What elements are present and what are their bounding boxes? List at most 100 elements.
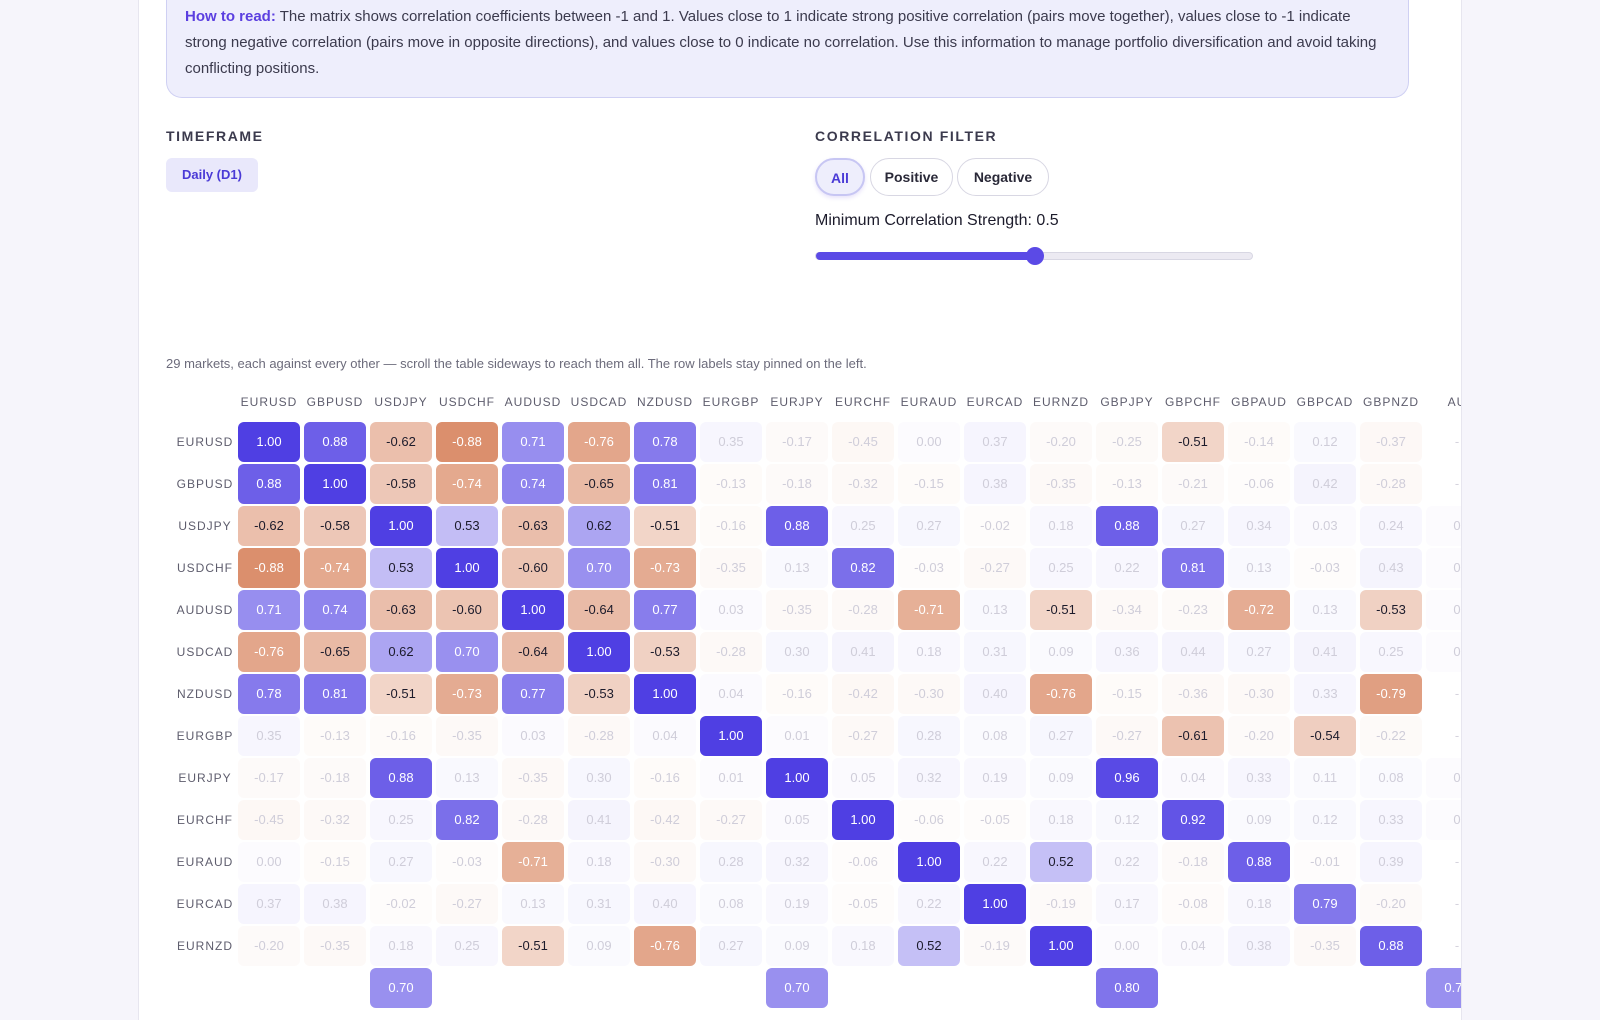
correlation-cell[interactable]: 0.37 xyxy=(238,884,300,924)
correlation-cell[interactable]: 0.19 xyxy=(766,884,828,924)
correlation-cell[interactable]: -0.06 xyxy=(832,842,894,882)
correlation-cell[interactable]: 0.80 xyxy=(1096,968,1158,1008)
correlation-cell[interactable]: 0.78 xyxy=(634,422,696,462)
correlation-cell[interactable]: 0.30 xyxy=(766,632,828,672)
correlation-cell[interactable]: 0.62 xyxy=(568,506,630,546)
correlation-cell[interactable]: 0.13 xyxy=(1228,548,1290,588)
correlation-cell[interactable]: 0.88 xyxy=(304,422,366,462)
correlation-cell[interactable]: 0.62 xyxy=(370,632,432,672)
correlation-cell[interactable]: -0.60 xyxy=(436,590,498,630)
filter-negative-button[interactable]: Negative xyxy=(957,158,1049,196)
correlation-cell[interactable] xyxy=(238,968,300,1008)
correlation-cell[interactable]: 0.00 xyxy=(916,434,942,449)
correlation-cell[interactable] xyxy=(832,968,894,1008)
correlation-cell[interactable]: 0.31 xyxy=(568,884,630,924)
correlation-cell[interactable] xyxy=(1294,968,1356,1008)
correlation-cell[interactable]: -0.76 xyxy=(238,632,300,672)
correlation-cell[interactable]: 0.32 xyxy=(898,758,960,798)
correlation-cell[interactable]: 0.81 xyxy=(304,674,366,714)
correlation-cell[interactable]: -0.16 xyxy=(370,716,432,756)
correlation-cell[interactable]: 0.39 xyxy=(1360,842,1422,882)
correlation-cell[interactable]: -0.62 xyxy=(370,422,432,462)
correlation-cell[interactable]: 0.28 xyxy=(898,716,960,756)
correlation-cell[interactable]: 0.22 xyxy=(1096,842,1158,882)
correlation-cell[interactable]: 1.00 xyxy=(964,884,1026,924)
correlation-cell[interactable]: 0.18 xyxy=(370,926,432,966)
correlation-cell[interactable]: 0.11 xyxy=(1294,758,1356,798)
correlation-cell[interactable]: -0.05 xyxy=(832,884,894,924)
correlation-cell[interactable]: 0.40 xyxy=(634,884,696,924)
correlation-cell[interactable]: 0.74 xyxy=(304,590,366,630)
correlation-cell[interactable]: 0.42 xyxy=(1294,464,1356,504)
correlation-cell[interactable]: 0.18 xyxy=(898,632,960,672)
correlation-cell[interactable]: 1.00 xyxy=(502,590,564,630)
correlation-cell[interactable]: -0.45 xyxy=(832,422,894,462)
correlation-cell[interactable]: -0.03 xyxy=(1294,548,1356,588)
correlation-cell[interactable]: 0.04 xyxy=(1162,758,1224,798)
correlation-cell[interactable]: -0.35 xyxy=(502,758,564,798)
correlation-cell[interactable]: -0.60 xyxy=(502,548,564,588)
correlation-cell[interactable]: 0.38 xyxy=(964,464,1026,504)
correlation-cell[interactable]: 0.71 xyxy=(238,590,300,630)
correlation-cell[interactable]: -0.27 xyxy=(700,800,762,840)
correlation-cell[interactable] xyxy=(502,968,564,1008)
correlation-cell[interactable]: 0.17 xyxy=(1096,884,1158,924)
correlation-cell[interactable]: -0.28 xyxy=(832,590,894,630)
timeframe-selector[interactable]: Daily (D1) xyxy=(166,158,258,192)
correlation-cell[interactable]: -0.28 xyxy=(502,800,564,840)
correlation-cell[interactable]: -0.03 xyxy=(898,548,960,588)
correlation-cell[interactable]: 1.00 xyxy=(436,548,498,588)
correlation-cell[interactable]: 0.43 xyxy=(1360,548,1422,588)
correlation-cell[interactable]: 0.05 xyxy=(832,758,894,798)
correlation-cell[interactable]: 0.05 xyxy=(766,800,828,840)
correlation-cell[interactable]: 0.09 xyxy=(766,926,828,966)
correlation-cell[interactable]: 0.09 xyxy=(1030,632,1092,672)
correlation-cell[interactable]: 0.33 xyxy=(1294,674,1356,714)
correlation-cell[interactable]: -0.73 xyxy=(436,674,498,714)
correlation-cell[interactable]: 0.00 xyxy=(256,854,282,869)
correlation-cell[interactable]: 0.41 xyxy=(1294,632,1356,672)
correlation-cell[interactable]: 0.44 xyxy=(1162,632,1224,672)
correlation-cell[interactable]: 1.00 xyxy=(898,842,960,882)
correlation-cell[interactable]: 0.27 xyxy=(898,506,960,546)
correlation-cell[interactable]: -0.20 xyxy=(238,926,300,966)
correlation-cell[interactable]: 0.37 xyxy=(964,422,1026,462)
correlation-cell[interactable]: 0.12 xyxy=(1294,800,1356,840)
correlation-cell[interactable]: 0.36 xyxy=(1096,632,1158,672)
correlation-cell[interactable]: -0.42 xyxy=(634,800,696,840)
correlation-cell[interactable]: 0.77 xyxy=(634,590,696,630)
correlation-cell[interactable]: -0.28 xyxy=(700,632,762,672)
correlation-cell[interactable]: 0.70 xyxy=(1426,968,1461,1008)
correlation-cell[interactable]: -0.30 xyxy=(634,842,696,882)
correlation-cell[interactable]: 0.77 xyxy=(502,674,564,714)
correlation-cell[interactable]: -0.35 xyxy=(1294,926,1356,966)
min-strength-slider[interactable] xyxy=(815,247,1253,265)
correlation-cell[interactable]: -0.30 xyxy=(1228,674,1290,714)
correlation-cell[interactable]: -0.65 xyxy=(304,632,366,672)
correlation-cell[interactable]: 0.31 xyxy=(964,632,1026,672)
correlation-cell[interactable]: 0.09 xyxy=(568,926,630,966)
correlation-cell[interactable]: 0.88 xyxy=(1228,842,1290,882)
correlation-cell[interactable]: 0.96 xyxy=(1096,758,1158,798)
correlation-cell[interactable]: -0.51 xyxy=(370,674,432,714)
correlation-cell[interactable]: 0.03 xyxy=(502,716,564,756)
correlation-cell[interactable]: -0.06 xyxy=(1228,464,1290,504)
correlation-cell[interactable]: 0.25 xyxy=(1360,632,1422,672)
correlation-cell[interactable]: -0.76 xyxy=(568,422,630,462)
correlation-cell[interactable]: -0.63 xyxy=(370,590,432,630)
correlation-cell[interactable]: -0.18 xyxy=(304,758,366,798)
correlation-cell[interactable]: - xyxy=(1454,686,1460,701)
correlation-cell[interactable] xyxy=(964,968,1026,1008)
correlation-cell[interactable]: -0.16 xyxy=(700,506,762,546)
correlation-cell[interactable]: -0.42 xyxy=(832,674,894,714)
correlation-cell[interactable] xyxy=(304,968,366,1008)
correlation-cell[interactable]: 0.88 xyxy=(1096,506,1158,546)
correlation-cell[interactable]: -0.45 xyxy=(238,800,300,840)
correlation-cell[interactable]: 1.00 xyxy=(766,758,828,798)
correlation-cell[interactable]: 0.22 xyxy=(1096,548,1158,588)
filter-all-button[interactable]: All xyxy=(815,158,865,196)
correlation-cell[interactable]: 0.33 xyxy=(1228,758,1290,798)
correlation-cell[interactable]: -0.74 xyxy=(436,464,498,504)
correlation-cell[interactable]: -0.63 xyxy=(502,506,564,546)
correlation-cell[interactable]: 0.40 xyxy=(964,674,1026,714)
